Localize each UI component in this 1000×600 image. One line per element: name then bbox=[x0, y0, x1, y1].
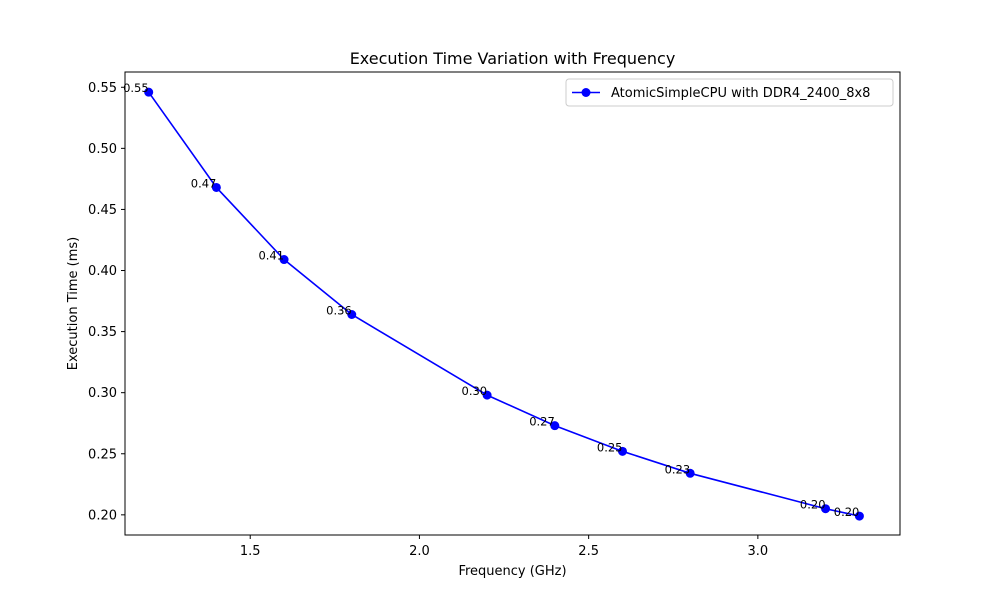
data-point bbox=[617, 446, 627, 456]
data-label: 0.47 bbox=[191, 176, 217, 190]
data-point bbox=[550, 421, 560, 431]
data-label: 0.55 bbox=[123, 81, 149, 95]
x-tick-label: 2.5 bbox=[578, 544, 599, 559]
legend: AtomicSimpleCPU with DDR4_2400_8x8 bbox=[565, 78, 894, 107]
y-tick-label: 0.20 bbox=[88, 508, 117, 523]
series-layer: 0.55 0.47 0.41 0.36 0.30 0.27 0.25 0.23 0.20 0.20 bbox=[123, 81, 864, 521]
y-tick-label: 0.25 bbox=[88, 447, 117, 462]
data-label: 0.27 bbox=[529, 415, 555, 429]
y-tick-label: 0.40 bbox=[88, 264, 117, 279]
x-axis-label: Frequency (GHz) bbox=[458, 564, 566, 579]
x-tick-label: 3.0 bbox=[748, 544, 769, 559]
data-point bbox=[347, 309, 357, 319]
data-point bbox=[821, 504, 831, 514]
legend-marker-swatch bbox=[581, 88, 591, 97]
x-axis: 1.5 2.0 2.5 3.0 bbox=[240, 535, 768, 559]
y-axis-label: Execution Time (ms) bbox=[66, 237, 81, 370]
data-label: 0.30 bbox=[462, 384, 488, 398]
series-line bbox=[148, 91, 860, 517]
data-label: 0.23 bbox=[665, 462, 691, 476]
legend-box bbox=[565, 78, 894, 107]
y-tick-label: 0.50 bbox=[88, 142, 117, 157]
y-tick-label: 0.30 bbox=[88, 386, 117, 401]
data-label: 0.20 bbox=[800, 498, 826, 512]
y-tick-label: 0.45 bbox=[88, 203, 117, 218]
data-point bbox=[279, 255, 289, 265]
legend-entry-label: AtomicSimpleCPU with DDR4_2400_8x8 bbox=[611, 86, 870, 101]
data-point bbox=[482, 390, 492, 400]
data-label: 0.36 bbox=[326, 303, 352, 317]
data-point bbox=[144, 87, 154, 97]
data-point bbox=[854, 511, 864, 521]
data-point bbox=[211, 182, 221, 192]
data-label: 0.41 bbox=[258, 249, 284, 263]
y-tick-label: 0.55 bbox=[88, 81, 117, 96]
x-tick-label: 1.5 bbox=[240, 544, 261, 559]
y-tick-label: 0.35 bbox=[88, 325, 117, 340]
data-label: 0.20 bbox=[834, 505, 860, 519]
plot-area bbox=[124, 71, 901, 536]
data-label: 0.25 bbox=[597, 440, 623, 454]
data-point bbox=[685, 468, 695, 478]
chart-title: Execution Time Variation with Frequency bbox=[350, 49, 676, 68]
y-axis: 0.20 0.25 0.30 0.35 0.40 0.45 0.50 0.55 bbox=[88, 81, 125, 523]
x-tick-label: 2.0 bbox=[409, 544, 430, 559]
